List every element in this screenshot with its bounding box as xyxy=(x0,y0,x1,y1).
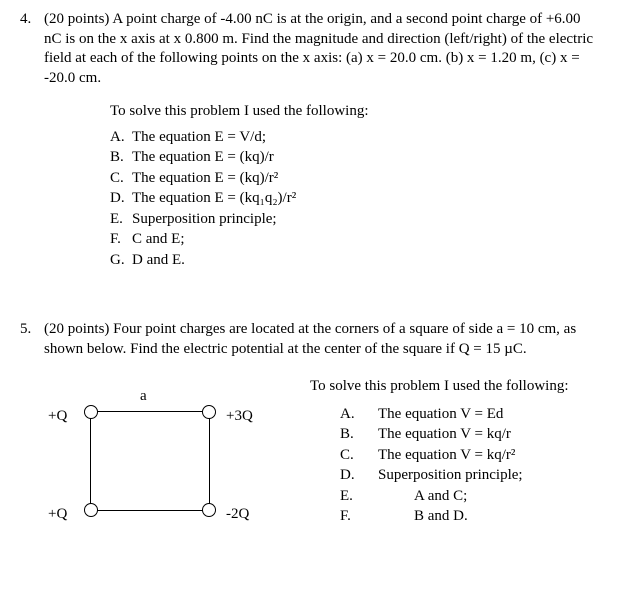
option-text: B and D. xyxy=(378,507,600,527)
question-5-right: To solve this problem I used the followi… xyxy=(290,377,600,547)
option-letter: F. xyxy=(340,507,378,527)
question-5: 5. (20 points) Four point charges are lo… xyxy=(20,320,600,547)
option-text: The equation E = V/d; xyxy=(132,128,266,148)
node-bottom-right xyxy=(202,503,216,517)
option-text: D and E. xyxy=(132,251,185,271)
charge-top-left: +Q xyxy=(48,407,67,427)
option-text: The equation V = kq/r xyxy=(378,425,600,445)
option-row: A.The equation V = Ed xyxy=(340,405,600,425)
question-4-options: A.The equation E = V/d; B.The equation E… xyxy=(110,128,600,271)
node-top-left xyxy=(84,405,98,419)
option-text: Superposition principle; xyxy=(132,210,277,230)
option-row: E.Superposition principle; xyxy=(110,210,600,230)
node-bottom-left xyxy=(84,503,98,517)
question-5-body: a +Q +3Q +Q -2Q To solve this problem I … xyxy=(20,377,600,547)
option-row: A.The equation E = V/d; xyxy=(110,128,600,148)
option-text: A and C; xyxy=(378,487,600,507)
option-row: B.The equation V = kq/r xyxy=(340,425,600,445)
option-text: The equation E = (kq)/r xyxy=(132,148,274,168)
question-5-text: (20 points) Four point charges are locat… xyxy=(44,320,600,359)
option-letter: G. xyxy=(110,251,132,271)
question-5-options: A.The equation V = Ed B.The equation V =… xyxy=(340,405,600,527)
option-text: Superposition principle; xyxy=(378,466,600,486)
option-row: B.The equation E = (kq)/r xyxy=(110,148,600,168)
question-5-header: 5. (20 points) Four point charges are lo… xyxy=(20,320,600,359)
question-4-number: 4. xyxy=(20,10,44,30)
option-row: G.D and E. xyxy=(110,251,600,271)
option-row: F.B and D. xyxy=(340,507,600,527)
option-row: F.C and E; xyxy=(110,230,600,250)
option-letter: D. xyxy=(340,466,378,486)
node-top-right xyxy=(202,405,216,419)
question-5-intro: To solve this problem I used the followi… xyxy=(310,377,600,397)
option-row: E.A and C; xyxy=(340,487,600,507)
option-text: The equation E = (kq)/r² xyxy=(132,169,278,189)
option-row: C.The equation V = kq/r² xyxy=(340,446,600,466)
option-text: The equation E = (kq₁q₂)/r² xyxy=(132,189,296,209)
question-4: 4. (20 points) A point charge of -4.00 n… xyxy=(20,10,600,270)
question-4-header: 4. (20 points) A point charge of -4.00 n… xyxy=(20,10,600,88)
question-4-intro: To solve this problem I used the followi… xyxy=(110,102,600,122)
option-letter: E. xyxy=(340,487,378,507)
option-letter: D. xyxy=(110,189,132,209)
option-letter: F. xyxy=(110,230,132,250)
question-4-text: (20 points) A point charge of -4.00 nC i… xyxy=(44,10,600,88)
charge-bottom-left: +Q xyxy=(48,505,67,525)
option-row: D.Superposition principle; xyxy=(340,466,600,486)
option-letter: A. xyxy=(340,405,378,425)
square-shape xyxy=(90,411,210,511)
charge-top-right: +3Q xyxy=(226,407,253,427)
side-label: a xyxy=(140,387,147,407)
option-letter: A. xyxy=(110,128,132,148)
option-text: C and E; xyxy=(132,230,185,250)
option-text: The equation V = kq/r² xyxy=(378,446,600,466)
option-letter: C. xyxy=(110,169,132,189)
option-letter: B. xyxy=(110,148,132,168)
square-diagram: a +Q +3Q +Q -2Q xyxy=(40,377,290,547)
charge-bottom-right: -2Q xyxy=(226,505,249,525)
option-letter: C. xyxy=(340,446,378,466)
option-row: D.The equation E = (kq₁q₂)/r² xyxy=(110,189,600,209)
option-text: The equation V = Ed xyxy=(378,405,600,425)
option-letter: B. xyxy=(340,425,378,445)
question-5-number: 5. xyxy=(20,320,44,340)
option-row: C.The equation E = (kq)/r² xyxy=(110,169,600,189)
option-letter: E. xyxy=(110,210,132,230)
